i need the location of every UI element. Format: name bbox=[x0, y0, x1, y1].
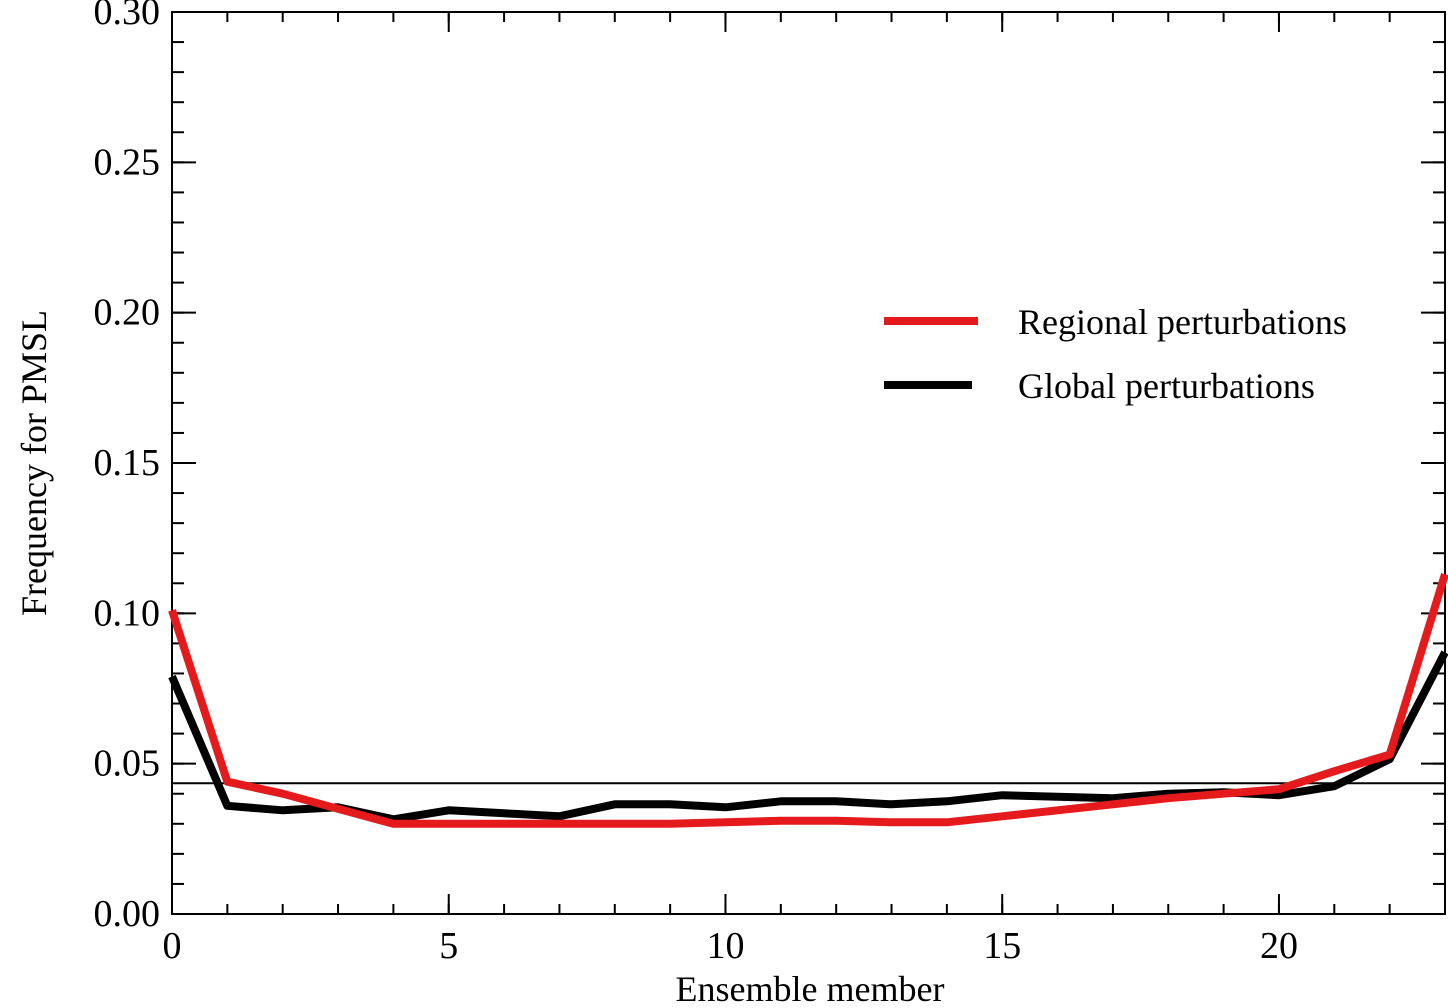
y-tick-label: 0.10 bbox=[94, 592, 161, 634]
x-tick-label: 0 bbox=[163, 925, 182, 967]
series-layer bbox=[168, 573, 1448, 828]
y-tick-label: 0.20 bbox=[94, 292, 161, 334]
y-tick-label: 0.25 bbox=[94, 141, 161, 183]
y-tick-label: 0.30 bbox=[94, 0, 161, 33]
y-tick-labels: 0.00 0.05 0.10 0.15 0.20 0.25 0.30 bbox=[94, 0, 161, 935]
legend: Regional perturbations Global perturbati… bbox=[884, 302, 1347, 406]
legend-label-regional: Regional perturbations bbox=[1018, 302, 1347, 342]
plot-frame bbox=[171, 11, 1446, 915]
x-tick-label: 5 bbox=[439, 925, 458, 967]
y-tick-label: 0.00 bbox=[94, 893, 161, 935]
y-tick-label: 0.05 bbox=[94, 743, 161, 785]
series-line-regional bbox=[168, 573, 1448, 828]
axis-ticks bbox=[171, 11, 1446, 915]
x-tick-label: 20 bbox=[1260, 925, 1298, 967]
x-tick-label: 10 bbox=[706, 925, 744, 967]
x-axis-title: Ensemble member bbox=[676, 969, 945, 1008]
y-axis-title: Frequency for PMSL bbox=[14, 310, 54, 616]
y-tick-label: 0.15 bbox=[94, 442, 161, 484]
x-tick-label: 15 bbox=[983, 925, 1021, 967]
legend-label-global: Global perturbations bbox=[1018, 366, 1315, 406]
x-tick-labels: 0 5 10 15 20 bbox=[163, 925, 1298, 967]
